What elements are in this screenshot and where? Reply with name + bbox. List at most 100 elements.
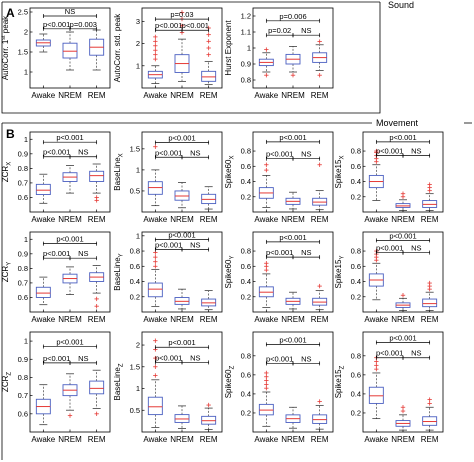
significance-label: p<0.001 — [182, 21, 209, 30]
y-axis-label-subscript: X — [230, 156, 236, 160]
y-tick-label: 0.2 — [241, 192, 251, 201]
outlier-point — [153, 259, 158, 264]
outlier-point — [400, 191, 406, 196]
box-iqr — [147, 282, 163, 298]
y-axis-label-subscript: Y — [7, 262, 13, 266]
significance-bracket: NS — [292, 150, 321, 161]
significance-bracket: p=0.03 — [154, 10, 210, 22]
y-tick-label: 1.5 — [130, 362, 140, 371]
y-axis-label-superscript: st — [1, 35, 7, 40]
y-tick-label: 0.4 — [130, 277, 140, 286]
box-rem — [201, 290, 217, 311]
outlier-point — [400, 293, 406, 298]
outlier-point — [317, 399, 322, 404]
y-axis-label-subscript: X — [7, 162, 13, 166]
significance-bracket: NS — [402, 349, 431, 360]
y-axis-label-main: Spike60 — [224, 369, 233, 398]
x-tick-label: NREM — [391, 315, 415, 324]
significance-label: p<0.001 — [266, 150, 293, 159]
y-tick-label: 0.9 — [18, 355, 28, 364]
box-nrem — [62, 165, 78, 194]
box-rem — [201, 402, 217, 430]
x-tick-label: NREM — [58, 215, 82, 224]
x-tick-label: Awake — [254, 91, 278, 100]
x-tick-label: NREM — [170, 315, 194, 324]
section-b-letter: B — [6, 127, 15, 141]
y-axis-label: Spike60Z — [224, 365, 236, 398]
significance-bracket: NS — [181, 353, 210, 365]
x-tick-label: Awake — [31, 91, 55, 100]
box-nrem — [62, 266, 78, 295]
significance-label: p=0.03 — [170, 10, 193, 19]
x-tick-label: REM — [88, 91, 106, 100]
outlier-point — [400, 405, 406, 410]
y-axis-label-subscript: Z — [340, 365, 346, 369]
outlier-point — [264, 47, 269, 52]
y-tick-label: 0.4 — [241, 177, 251, 186]
significance-label: p<0.001 — [389, 133, 416, 142]
section-a-title: Sound — [388, 0, 414, 10]
y-tick-label: 0.9 — [18, 149, 28, 158]
box-rem — [312, 39, 328, 78]
outlier-point — [153, 254, 158, 260]
y-axis-label-subscript: Y — [119, 253, 125, 257]
box-awake — [35, 33, 51, 53]
significance-bracket: p<0.001 — [42, 249, 71, 261]
significance-label: NS — [301, 354, 311, 363]
y-tick-label: 1 — [136, 165, 140, 174]
significance-label: p<0.001 — [279, 133, 306, 142]
outlier-point — [153, 39, 158, 44]
outlier-point — [427, 397, 432, 402]
outlier-point — [206, 39, 211, 44]
significance-label: NS — [411, 244, 421, 253]
y-tick-label: 0.7 — [18, 178, 28, 187]
outlier-point — [153, 338, 158, 343]
y-tick-label: 0.4 — [241, 277, 251, 286]
y-axis-label-rest: peak — [1, 15, 10, 36]
outlier-point — [317, 162, 322, 167]
y-axis-label-main: Spike60 — [224, 159, 233, 188]
y-tick-label: 0.6 — [130, 262, 140, 271]
outlier-point — [374, 359, 379, 364]
y-tick-label: 0.6 — [18, 293, 28, 302]
x-tick-label: Awake — [143, 435, 167, 444]
y-tick-label: 1 — [247, 44, 251, 53]
y-axis-label-subscript: Y — [340, 256, 346, 260]
box-nrem — [285, 406, 301, 429]
box-awake — [368, 248, 384, 301]
significance-bracket: p<0.001 — [154, 21, 183, 33]
outlier-point — [153, 56, 158, 62]
x-tick-label: Awake — [31, 435, 55, 444]
x-tick-label: REM — [200, 215, 218, 224]
significance-bracket: p<0.001 — [265, 133, 321, 144]
plot-frame — [252, 231, 334, 313]
box-nrem — [395, 405, 411, 431]
x-tick-label: REM — [311, 435, 329, 444]
outlier-point — [264, 385, 269, 391]
box-rem — [89, 163, 105, 203]
y-tick-label: 0.8 — [241, 247, 251, 256]
significance-label: p<0.001 — [155, 21, 182, 30]
box-iqr — [62, 42, 78, 59]
outlier-point — [264, 374, 269, 379]
y-tick-label: 0.8 — [351, 351, 361, 360]
outlier-point — [374, 363, 379, 368]
y-tick-label: 0.5 — [130, 406, 140, 415]
x-tick-label: REM — [200, 315, 218, 324]
box-nrem — [395, 191, 411, 211]
outlier-point — [179, 10, 185, 15]
outlier-point — [317, 39, 322, 44]
significance-label: p=0.003 — [70, 20, 97, 29]
significance-label: NS — [411, 147, 421, 156]
section-a-frame — [1, 2, 381, 114]
x-tick-label: REM — [88, 435, 106, 444]
x-tick-label: NREM — [58, 91, 82, 100]
